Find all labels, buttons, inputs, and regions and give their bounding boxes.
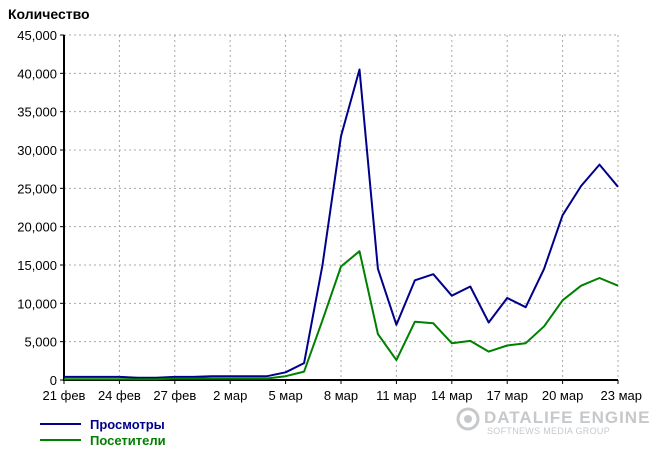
x-tick-label: 24 фев: [98, 388, 141, 403]
y-tick-label: 15,000: [17, 258, 57, 273]
y-tick-label: 10,000: [17, 296, 57, 311]
y-axis-title: Количество: [8, 6, 90, 22]
x-tick-label: 8 мар: [324, 388, 358, 403]
y-tick-label: 20,000: [17, 220, 57, 235]
x-tick-label: 5 мар: [268, 388, 302, 403]
y-tick-label: 0: [50, 373, 57, 388]
x-tick-label: 14 мар: [431, 388, 472, 403]
y-tick-label: 5,000: [24, 335, 57, 350]
series-line-2: [64, 250, 619, 381]
x-tick-label: 27 фев: [153, 388, 196, 403]
y-tick-label: 40,000: [17, 66, 57, 81]
y-tick-label: 45,000: [17, 28, 57, 43]
x-tick-label: 23 мар: [601, 388, 642, 403]
x-tick-label: 20 мар: [542, 388, 583, 403]
x-tick-labels: 21 фев 24 фев 27 фев 2 мар 5 мар 8 мар 11 мар 1…: [43, 388, 642, 403]
watermark-title: DATALIFE ENGINE: [484, 408, 649, 427]
plot-area: [64, 35, 618, 380]
watermark-logo-icon: [456, 407, 480, 431]
x-tick-label: 17 мар: [486, 388, 527, 403]
y-tick-label: 35,000: [17, 105, 57, 120]
series-lines: [64, 68, 619, 381]
legend-label-2: Посетители: [90, 433, 166, 448]
x-tick-label: 2 мар: [213, 388, 247, 403]
x-tick-label: 11 мар: [376, 388, 417, 403]
y-tick-label: 30,000: [17, 143, 57, 158]
y-tick-label: 25,000: [17, 181, 57, 196]
legend-label-1: Просмотры: [90, 417, 165, 432]
watermark: DATALIFE ENGINE SOFTNEWS MEDIA GROUP: [456, 407, 649, 436]
x-tick-label: 21 фев: [43, 388, 86, 403]
grid: [64, 34, 619, 380]
y-tick-labels: 0 5,000 10,000 15,000 20,000 25,000 30,000 35,0…: [17, 28, 57, 388]
series-line-1: [64, 68, 619, 379]
watermark-subtitle: SOFTNEWS MEDIA GROUP: [487, 426, 610, 436]
watermark-logo-center-icon: [464, 415, 472, 423]
